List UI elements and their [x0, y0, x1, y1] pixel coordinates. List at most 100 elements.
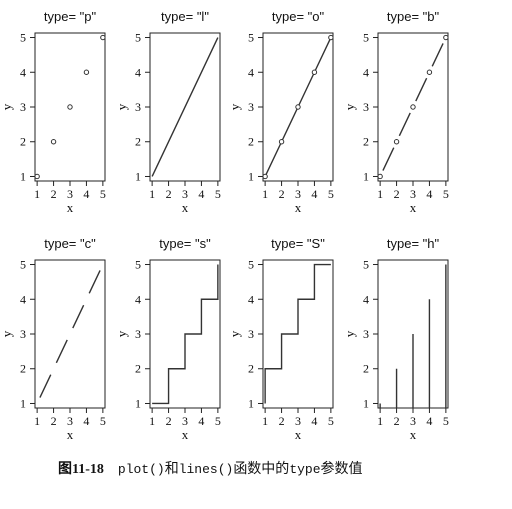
caption-number: 图11-18 [58, 462, 104, 477]
data-point [100, 34, 106, 41]
y-axis-label: y [114, 330, 129, 337]
data-point [262, 173, 268, 180]
x-tick-label: 1 [34, 187, 40, 201]
figure-caption: 图11-18 plot()和lines()函数中的type参数值 [58, 458, 498, 478]
y-axis-label: y [342, 330, 357, 337]
y-tick-label: 3 [20, 100, 26, 114]
x-tick-label: 4 [426, 187, 432, 201]
panel-title: type= "c" [44, 236, 96, 251]
x-tick-label: 3 [67, 187, 73, 201]
caption-code-type: type [289, 462, 321, 477]
panel-title: type= "S" [271, 236, 325, 251]
panel-title: type= "l" [161, 9, 209, 24]
y-tick-label: 5 [20, 258, 26, 272]
y-axis-label: y [0, 330, 14, 337]
x-tick-label: 3 [182, 414, 188, 428]
x-tick-label: 5 [100, 187, 106, 201]
data-point [426, 69, 433, 75]
y-tick-label: 3 [20, 327, 26, 341]
data-point [83, 69, 90, 75]
x-tick-label: 4 [198, 414, 204, 428]
data-point [410, 104, 416, 110]
x-tick-label: 3 [295, 414, 301, 428]
x-tick-label: 4 [426, 414, 432, 428]
y-tick-label: 2 [135, 362, 141, 376]
y-tick-label: 4 [363, 292, 369, 306]
x-tick-label: 1 [377, 414, 383, 428]
y-axis-label: y [114, 103, 129, 110]
y-tick-label: 3 [363, 100, 369, 114]
y-tick-label: 1 [135, 169, 141, 183]
series-segment [297, 71, 316, 108]
x-tick-label: 1 [377, 187, 383, 201]
x-tick-label: 4 [198, 187, 204, 201]
y-tick-label: 3 [135, 100, 141, 114]
y-axis-label: y [227, 330, 242, 337]
caption-text-values: 参数值 [320, 462, 363, 477]
y-tick-label: 5 [20, 31, 26, 45]
panel-title: type= "p" [44, 9, 97, 24]
y-tick-label: 1 [248, 169, 254, 183]
y-tick-label: 5 [363, 258, 369, 272]
y-tick-label: 3 [363, 327, 369, 341]
data-point [50, 139, 57, 145]
x-axis-label: x [295, 200, 302, 215]
y-tick-label: 5 [248, 31, 254, 45]
y-axis-label: y [0, 103, 14, 110]
y-tick-label: 4 [363, 65, 369, 79]
y-tick-label: 1 [135, 396, 141, 410]
y-tick-label: 1 [20, 169, 26, 183]
x-tick-label: 3 [295, 187, 301, 201]
x-axis-label: x [182, 427, 189, 442]
x-axis-label: x [67, 200, 74, 215]
x-tick-label: 2 [51, 187, 57, 201]
data-point [295, 104, 301, 110]
y-tick-label: 3 [248, 100, 254, 114]
x-tick-label: 3 [410, 414, 416, 428]
y-tick-label: 4 [248, 65, 254, 79]
y-tick-label: 4 [20, 292, 26, 306]
data-point [328, 34, 334, 41]
x-tick-label: 5 [215, 187, 221, 201]
caption-text-functions: 函数中的 [233, 462, 290, 477]
x-tick-label: 2 [394, 414, 400, 428]
series-segment [88, 270, 101, 294]
y-tick-label: 1 [248, 396, 254, 410]
series-segment [415, 77, 428, 102]
series-segment [72, 304, 85, 329]
x-tick-label: 5 [443, 414, 449, 428]
x-tick-label: 1 [262, 414, 268, 428]
y-tick-label: 1 [363, 169, 369, 183]
x-tick-label: 1 [149, 414, 155, 428]
y-tick-label: 1 [363, 396, 369, 410]
panel-title: type= "o" [272, 9, 325, 24]
x-tick-label: 2 [394, 187, 400, 201]
x-axis-label: x [410, 427, 417, 442]
x-tick-label: 2 [279, 414, 285, 428]
y-axis-label: y [342, 103, 357, 110]
series-segment [39, 374, 52, 398]
caption-code-lines: lines() [178, 462, 234, 477]
y-tick-label: 2 [248, 362, 254, 376]
x-tick-label: 1 [149, 187, 155, 201]
y-tick-label: 5 [248, 258, 254, 272]
x-tick-label: 4 [311, 187, 317, 201]
data-point [67, 104, 73, 110]
data-point [34, 173, 40, 180]
y-tick-label: 5 [363, 31, 369, 45]
x-axis-label: x [182, 200, 189, 215]
caption-code-plot: plot() [117, 462, 165, 477]
x-tick-label: 3 [67, 414, 73, 428]
y-tick-label: 4 [248, 292, 254, 306]
x-axis-label: x [67, 427, 74, 442]
data-point [278, 139, 285, 145]
x-tick-label: 2 [279, 187, 285, 201]
y-tick-label: 2 [363, 362, 369, 376]
y-tick-label: 2 [20, 362, 26, 376]
y-tick-label: 2 [20, 135, 26, 149]
